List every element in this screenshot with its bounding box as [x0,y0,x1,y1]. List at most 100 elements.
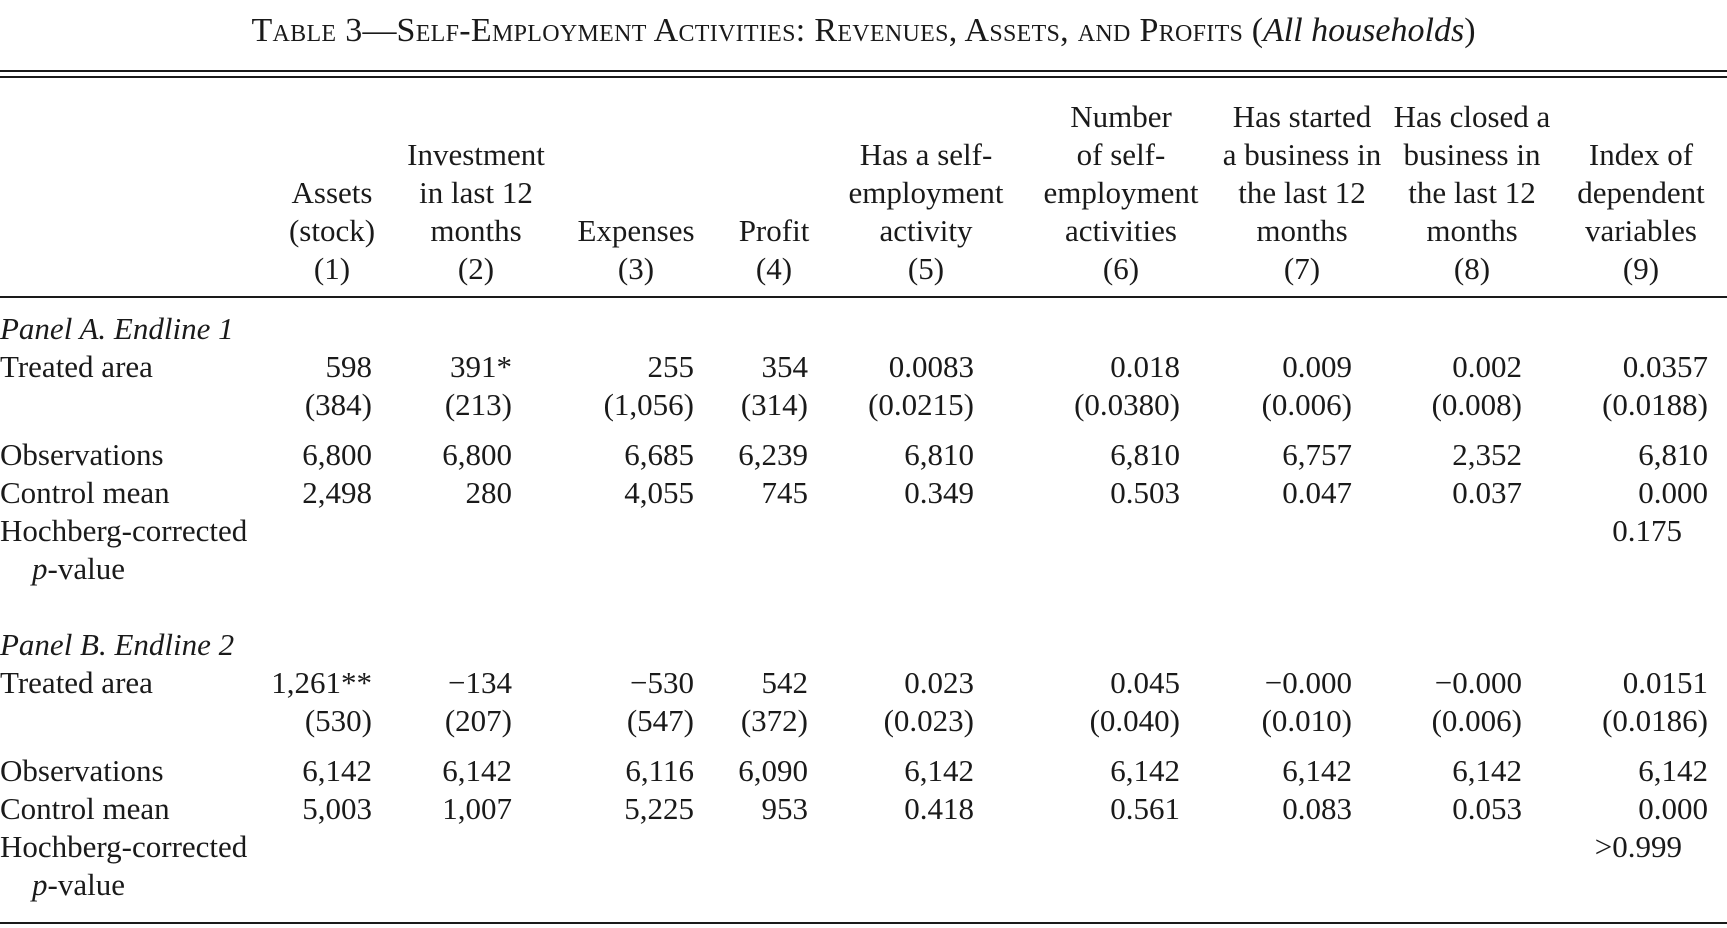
se-row-cell: (0.008) [1431,387,1522,422]
column-number: (6) [1102,251,1140,286]
observations-row-cell: 6,142 [442,753,512,788]
control-mean-row-cell: 0.047 [1282,475,1352,510]
pvalue-label: p-value [32,550,125,588]
hochberg-label: Hochberg-corrected [0,829,248,864]
observations-row-cell: 6,800 [442,437,512,472]
se-row-cell: (314) [740,387,808,422]
column-header-line: business in [1403,137,1541,172]
column-header-line: dependent [1577,175,1705,210]
se-row-cell: (0.040) [1089,703,1180,738]
observations-row-cell: 6,810 [1638,437,1708,472]
column-header-line: activities [1065,213,1177,248]
control-mean-row-cell: 0.053 [1452,791,1522,826]
column-number: (5) [907,251,945,286]
se-row-cell: (0.006) [1431,703,1522,738]
column-header-line: Has started [1232,99,1372,134]
se-row-cell: (0.006) [1261,387,1352,422]
treated-row-label: Treated area [0,665,153,700]
se-row-cell: (530) [304,703,372,738]
column-header-line: months [430,213,522,248]
hochberg-label: Hochberg-corrected [0,513,248,548]
observations-row-cell: 6,239 [738,437,808,472]
column-header-line: Number [1070,99,1172,134]
table-number: Table 3 [251,12,363,49]
control-mean-row-cell: 0.418 [904,791,974,826]
se-row-cell: (0.0215) [868,387,974,422]
title-main: Self-Employment Activities: Revenues, As… [396,12,1244,49]
column-number: (4) [755,251,793,286]
pvalue-suffix: -value [47,551,125,586]
bottom-rule [0,922,1727,924]
treated-row-cell: 0.023 [904,665,974,700]
treated-row-cell: 1,261** [271,665,372,700]
treated-row-cell: 0.0083 [888,349,974,384]
treated-row-cell: −134 [448,665,512,700]
observations-row-cell: 6,142 [1638,753,1708,788]
pvalue-suffix: -value [47,867,125,902]
observations-row-cell: 6,142 [1110,753,1180,788]
treated-row-cell: −530 [630,665,694,700]
control-mean-row-cell: 5,003 [302,791,372,826]
column-header-line: Has closed a [1393,99,1551,134]
control-mean-row-cell: 5,225 [624,791,694,826]
treated-row-cell: 0.0357 [1622,349,1708,384]
observations-row-cell: 6,090 [738,753,808,788]
column-number: (9) [1622,251,1660,286]
observations-row-cell: 6,810 [904,437,974,472]
treated-row-cell: 255 [647,349,695,384]
column-header-line: months [1426,213,1518,248]
treated-row-cell: 598 [325,349,373,384]
column-header-line: Has a self- [859,137,993,172]
treated-row-cell: −0.000 [1264,665,1352,700]
observations-row-cell: 6,810 [1110,437,1180,472]
column-header-line: Index of [1588,137,1694,172]
panel-label: Panel B. Endline 2 [0,627,235,662]
se-row-cell: (0.0188) [1602,387,1708,422]
column-header-line: variables [1585,213,1697,248]
control-mean-row-cell: 280 [465,475,513,510]
se-row-cell: (372) [740,703,808,738]
column-header-line: of self- [1076,137,1166,172]
se-row-cell: (0.023) [883,703,974,738]
control-mean-row-cell: 953 [761,791,809,826]
treated-row-label: Treated area [0,349,153,384]
top-rule-2 [0,76,1727,78]
column-header-line: activity [879,213,973,248]
treated-row-cell: 391* [450,349,512,384]
se-row-cell: (0.0186) [1602,703,1708,738]
control-mean-row-cell: 0.000 [1638,475,1708,510]
control-mean-row-cell: 0.503 [1110,475,1180,510]
column-number: (2) [457,251,495,286]
treated-row-cell: −0.000 [1434,665,1522,700]
treated-row-cell: 354 [761,349,809,384]
title-suffix: All households [1263,12,1465,49]
se-row-cell: (213) [444,387,512,422]
observations-row-cell: 6,142 [302,753,372,788]
control-mean-row-label: Control mean [0,475,170,510]
observations-row-cell: 2,352 [1452,437,1522,472]
column-number: (1) [313,251,351,286]
column-header-line: Assets [291,175,373,210]
se-row-cell: (0.0380) [1074,387,1180,422]
title-dash: — [362,12,397,49]
column-header-line: Investment [407,137,545,172]
treated-row-cell: 0.009 [1282,349,1352,384]
se-row-cell: (1,056) [603,387,694,422]
column-header-line: Profit [738,213,810,248]
column-header-line: employment [1043,175,1199,210]
column-header-line: a business in [1222,137,1382,172]
control-mean-row-cell: 4,055 [624,475,694,510]
treated-row-cell: 542 [761,665,809,700]
control-mean-row-label: Control mean [0,791,170,826]
observations-row-label: Observations [0,753,164,788]
treated-row-cell: 0.045 [1110,665,1180,700]
control-mean-row-cell: 0.000 [1638,791,1708,826]
treated-row-cell: 0.002 [1452,349,1522,384]
column-header-line: the last 12 [1408,175,1536,210]
control-mean-row-cell: 0.037 [1452,475,1522,510]
hochberg-pvalue: 0.175 [1612,513,1682,548]
control-mean-row-cell: 0.083 [1282,791,1352,826]
se-row-cell: (207) [444,703,512,738]
control-mean-row-cell: 0.561 [1110,791,1180,826]
observations-row-cell: 6,116 [625,753,694,788]
